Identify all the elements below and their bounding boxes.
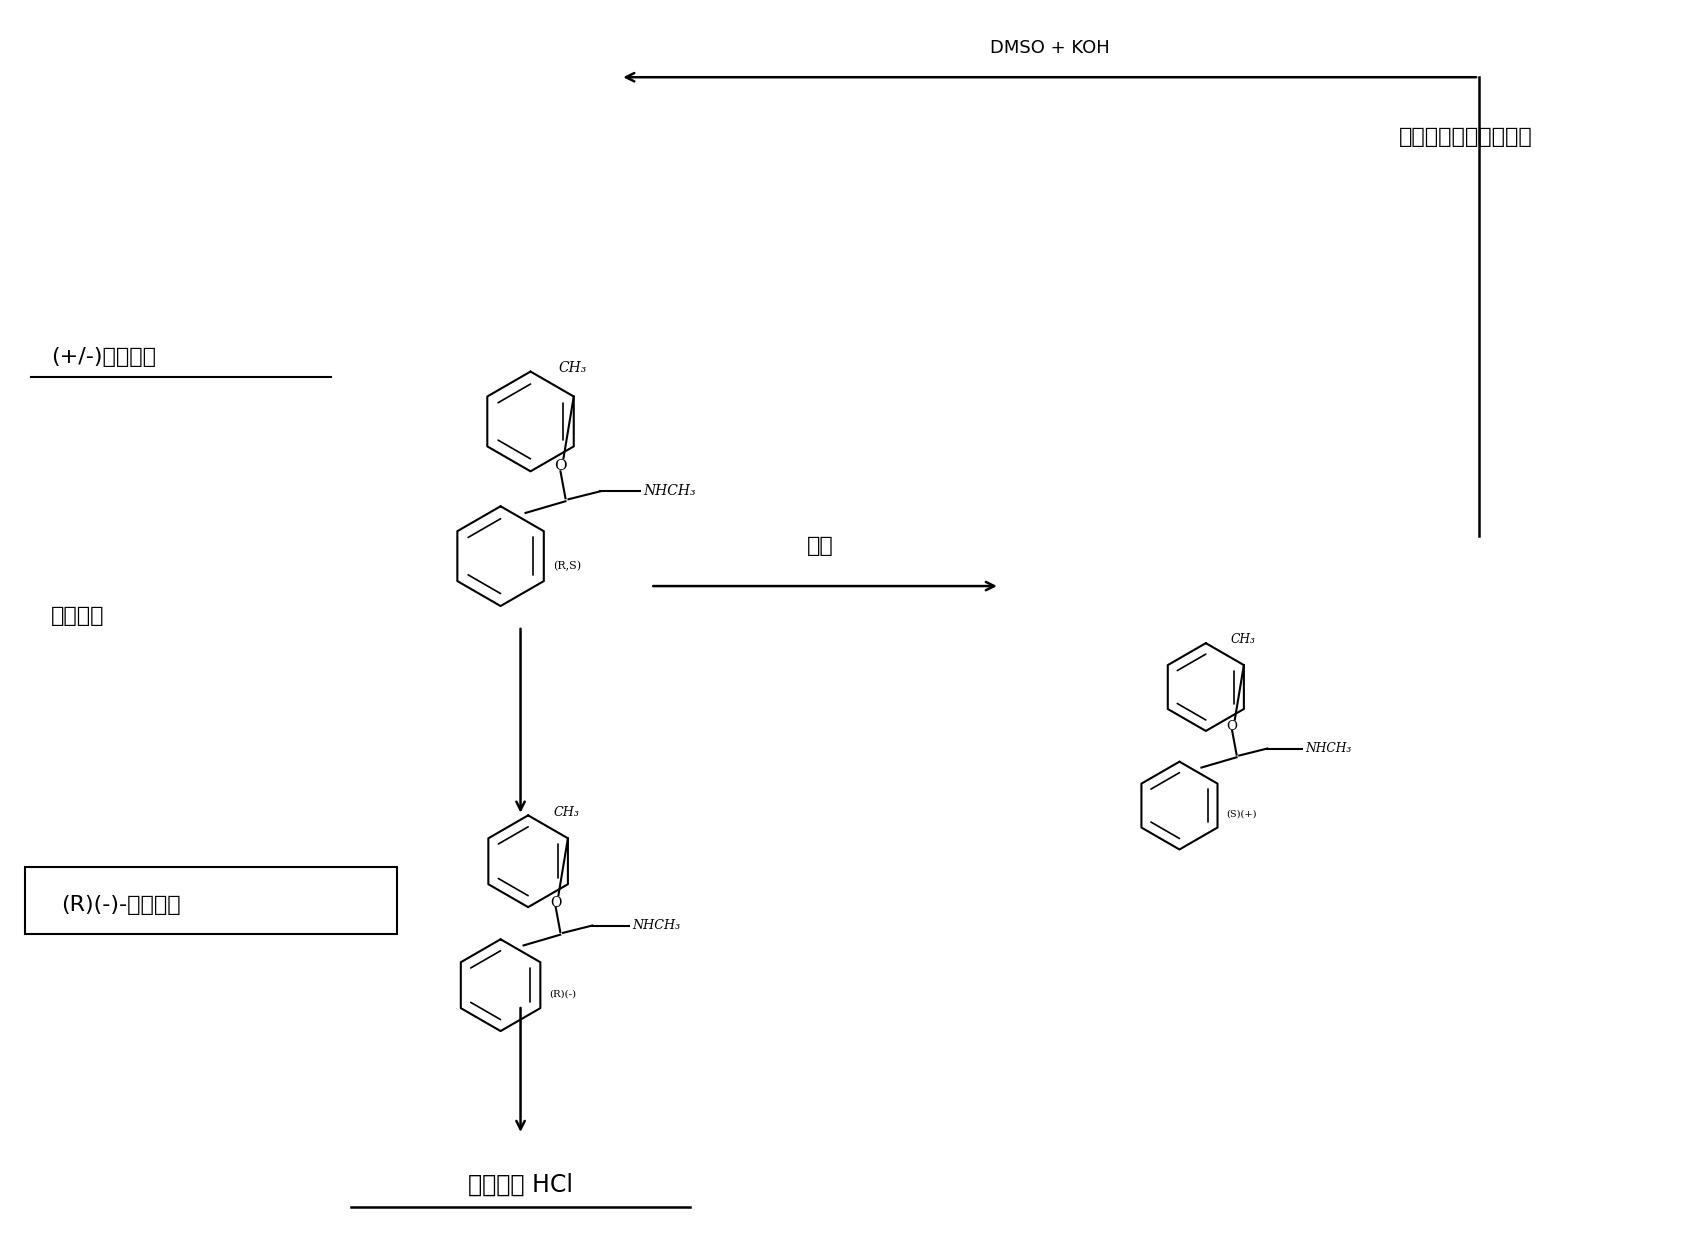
- Text: 母液: 母液: [806, 536, 834, 556]
- Text: O: O: [549, 896, 561, 910]
- Text: CH₃: CH₃: [1229, 633, 1255, 646]
- Text: 外消旋不需要的对映体: 外消旋不需要的对映体: [1398, 127, 1533, 147]
- Text: 光学拆分: 光学拆分: [51, 606, 104, 625]
- Text: CH₃: CH₃: [554, 806, 580, 818]
- Text: 阿托西汀 HCl: 阿托西汀 HCl: [467, 1173, 573, 1196]
- Text: NHCH₃: NHCH₃: [643, 485, 696, 498]
- Text: (R)(-): (R)(-): [549, 990, 576, 999]
- Text: DMSO + KOH: DMSO + KOH: [989, 40, 1108, 57]
- Text: (R)(-)-托莫西汀: (R)(-)-托莫西汀: [61, 895, 181, 916]
- Text: O: O: [554, 460, 566, 473]
- Text: NHCH₃: NHCH₃: [631, 920, 680, 932]
- Text: NHCH₃: NHCH₃: [1304, 742, 1350, 755]
- Text: (S)(+): (S)(+): [1226, 810, 1257, 819]
- Text: CH₃: CH₃: [558, 361, 587, 376]
- Text: O: O: [1226, 721, 1236, 733]
- Text: (+/-)托莫西汀: (+/-)托莫西汀: [51, 346, 157, 367]
- Text: (R,S): (R,S): [552, 561, 581, 571]
